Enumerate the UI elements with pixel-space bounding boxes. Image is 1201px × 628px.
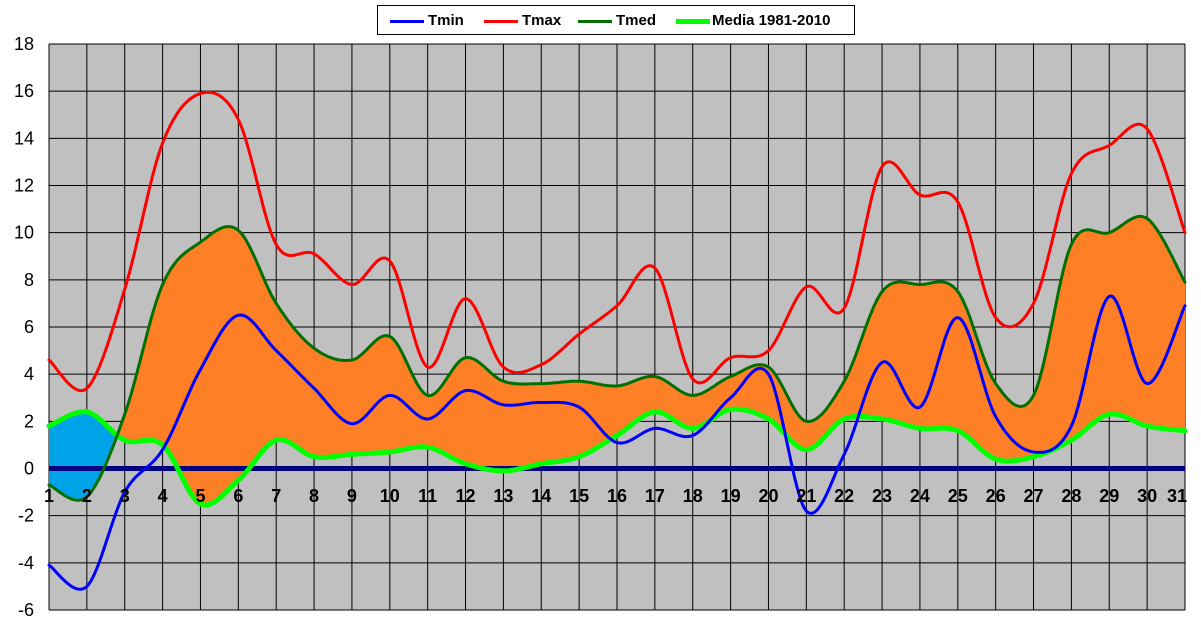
x-tick-label: 5 <box>195 486 205 506</box>
x-tick-label: 31 <box>1167 486 1187 506</box>
x-tick-label: 24 <box>910 486 930 506</box>
y-axis-ticks: -6 -4 -2 0 2 4 6 8 10 12 14 16 18 <box>14 34 34 620</box>
legend-item-tmax: Tmax <box>484 11 564 31</box>
y-tick-label: 2 <box>24 411 34 431</box>
x-axis-ticks: 1 2 3 4 5 6 7 8 9 10 11 12 13 14 15 16 17 18 19 20 21 22 23 24 2… <box>44 486 1187 506</box>
x-tick-label: 21 <box>796 486 816 506</box>
y-tick-label: -6 <box>18 600 34 620</box>
x-tick-label: 26 <box>986 486 1006 506</box>
y-tick-label: -4 <box>18 553 34 573</box>
x-tick-label: 11 <box>418 486 437 506</box>
x-tick-label: 23 <box>872 486 892 506</box>
y-tick-label: -2 <box>18 506 34 526</box>
y-tick-label: 12 <box>14 176 34 196</box>
series-line-tmed <box>47 214 1187 502</box>
y-tick-label: 10 <box>14 223 34 243</box>
x-tick-label: 2 <box>82 486 92 506</box>
x-tick-label: 14 <box>531 486 551 506</box>
legend-label-tmax: Tmax <box>522 12 562 29</box>
x-tick-label: 25 <box>948 486 968 506</box>
x-tick-label: 13 <box>493 486 513 506</box>
series-lines <box>46 90 1188 591</box>
legend-label-media: Media 1981-2010 <box>712 12 831 29</box>
legend-label-tmed: Tmed <box>616 12 657 29</box>
x-tick-label: 30 <box>1137 486 1157 506</box>
x-tick-label: 7 <box>271 486 281 506</box>
legend-item-media: Media 1981-2010 <box>676 11 851 31</box>
y-tick-label: 18 <box>14 34 34 54</box>
x-tick-label: 12 <box>456 486 476 506</box>
y-tick-label: 0 <box>24 459 34 479</box>
legend-swatch-tmin <box>390 20 424 23</box>
y-tick-label: 8 <box>24 270 34 290</box>
legend-label-tmin: Tmin <box>428 12 464 29</box>
x-tick-label: 29 <box>1099 486 1119 506</box>
x-tick-label: 10 <box>380 486 400 506</box>
x-tick-label: 28 <box>1061 486 1081 506</box>
legend-swatch-tmed <box>578 20 612 23</box>
legend-item-tmin: Tmin <box>390 11 470 31</box>
x-tick-label: 15 <box>569 486 589 506</box>
legend: Tmin Tmax Tmed Media 1981-2010 <box>377 5 855 35</box>
legend-swatch-media <box>676 19 710 24</box>
x-tick-label: 20 <box>758 486 778 506</box>
legend-item-tmed: Tmed <box>578 11 668 31</box>
series-line-tmax <box>47 90 1187 393</box>
legend-swatch-tmax <box>484 20 518 23</box>
fill-below-mean <box>49 411 118 501</box>
y-tick-label: 16 <box>14 81 34 101</box>
x-tick-label: 27 <box>1024 486 1044 506</box>
x-tick-label: 22 <box>834 486 854 506</box>
x-tick-label: 3 <box>120 486 130 506</box>
x-tick-label: 6 <box>233 486 243 506</box>
x-tick-label: 16 <box>607 486 627 506</box>
y-tick-label: 14 <box>14 128 34 148</box>
x-tick-label: 18 <box>683 486 703 506</box>
x-tick-label: 17 <box>645 486 665 506</box>
fill-above-mean <box>117 216 1186 505</box>
x-tick-label: 9 <box>347 486 357 506</box>
series-line-media <box>46 406 1188 508</box>
x-tick-label: 19 <box>721 486 741 506</box>
series-line-tmin <box>47 294 1187 591</box>
x-tick-label: 1 <box>44 486 54 506</box>
area-fills <box>49 216 1186 505</box>
x-tick-label: 8 <box>309 486 319 506</box>
x-tick-label: 4 <box>158 486 168 506</box>
y-tick-label: 6 <box>24 317 34 337</box>
y-tick-label: 4 <box>24 364 34 384</box>
